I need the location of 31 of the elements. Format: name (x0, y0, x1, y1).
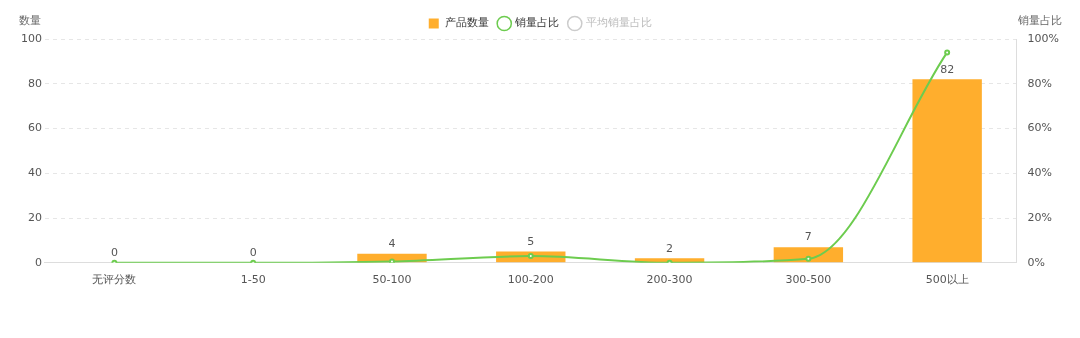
y2-tick-label: 40% (1027, 166, 1053, 180)
x-tick-label: 无评分数 (92, 273, 137, 287)
x-tick-label: 1-50 (240, 273, 266, 287)
y-tick-label: 60 (28, 121, 42, 135)
x-tick-label: 200-300 (646, 273, 693, 287)
data-label: 82 (940, 62, 955, 76)
y2-axis-title: 销量占比 (1017, 14, 1062, 28)
data-label: 5 (527, 234, 535, 248)
data-label: 2 (666, 241, 674, 255)
data-label: 0 (249, 246, 257, 260)
data-label: 4 (388, 237, 396, 251)
x-tick-label: 50-100 (372, 273, 412, 287)
y-tick-label: 0 (35, 255, 42, 269)
y-tick-label: 20 (28, 210, 42, 224)
x-tick-label: 300-500 (785, 273, 832, 287)
x-tick-label: 100-200 (507, 273, 554, 287)
y-axis-title: 数量 (19, 14, 41, 28)
y2-tick-label: 0% (1027, 255, 1046, 269)
x-tick-label: 500以上 (925, 273, 969, 287)
legend-label: 销量占比 (514, 16, 560, 30)
legend-label: 产品数量 (444, 16, 489, 30)
y-tick-label: 40 (28, 166, 42, 180)
y2-tick-label: 20% (1027, 210, 1053, 224)
y2-tick-label: 60% (1027, 121, 1053, 135)
y-tick-label: 80 (28, 76, 42, 90)
y2-tick-label: 100% (1027, 31, 1060, 45)
data-label: 0 (110, 246, 118, 260)
y-tick-label: 100 (21, 31, 42, 45)
data-label: 7 (804, 230, 812, 244)
legend-label: 平均销量占比 (585, 16, 652, 30)
y2-tick-label: 80% (1027, 76, 1053, 90)
